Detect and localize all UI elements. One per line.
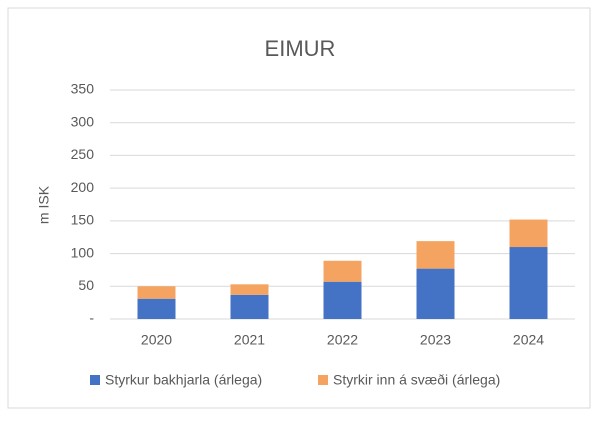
chart-title: EIMUR [265,36,336,61]
y-tick-label: 50 [78,277,94,293]
legend-swatch [90,375,100,385]
bar-segment [137,298,176,319]
chart-border [7,7,591,409]
bar-segment [416,268,455,319]
y-tick-label: 300 [71,113,95,129]
y-tick-label: 150 [71,212,95,228]
y-tick-label: - [89,310,94,326]
y-tick-label: 100 [71,244,95,260]
x-tick-label: 2021 [234,332,265,348]
bar-segment [416,241,455,269]
y-tick-label: 200 [71,179,95,195]
bar-segment [323,281,362,319]
y-tick-label: 350 [71,81,95,97]
legend-label: Styrkir inn á svæði (árlega) [333,372,500,388]
bar-segment [230,294,269,319]
bar-segment [509,219,548,248]
legend-label: Styrkur bakhjarla (árlega) [105,372,262,388]
y-axis-label: m ISK [36,185,52,224]
bar-segment [230,284,269,295]
bar-segment [323,260,362,282]
x-tick-label: 2023 [420,332,451,348]
bar-segment [137,286,176,299]
legend-swatch [318,375,328,385]
bar-segment [509,247,548,319]
x-tick-label: 2024 [513,332,544,348]
y-tick-label: 250 [71,146,95,162]
x-tick-label: 2020 [141,332,172,348]
x-tick-label: 2022 [327,332,358,348]
